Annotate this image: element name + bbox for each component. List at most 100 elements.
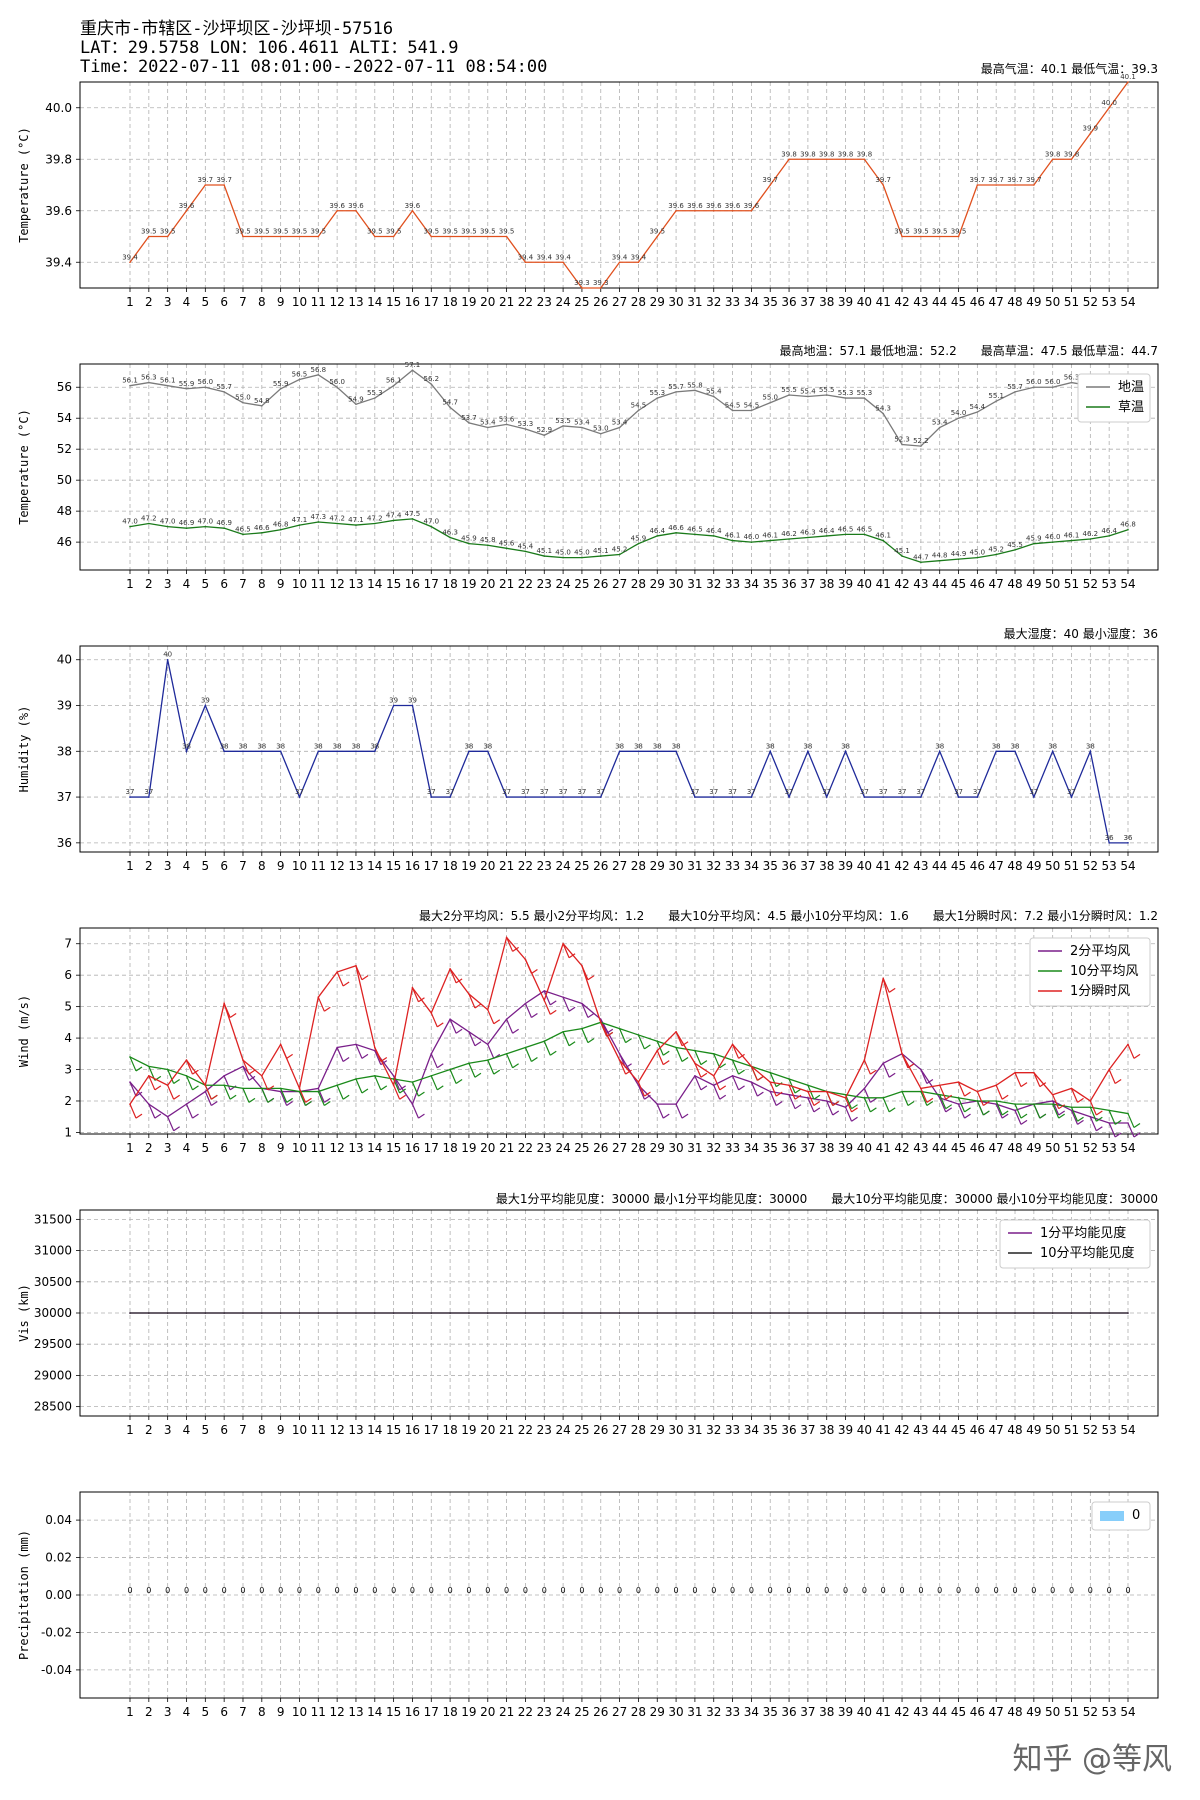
- x-tick-label: 4: [183, 295, 191, 309]
- wind-barb-flag: [1039, 1113, 1047, 1119]
- x-tick-label: 36: [781, 1423, 796, 1437]
- x-tick-label: 3: [164, 859, 172, 873]
- data-label: 38: [766, 742, 775, 750]
- data-point: [807, 750, 809, 753]
- x-tick-label: 24: [555, 295, 570, 309]
- data-point: [825, 394, 828, 396]
- x-tick-label: 43: [913, 859, 928, 873]
- y-tick-label: 30500: [34, 1275, 72, 1289]
- data-point: [411, 518, 414, 520]
- x-tick-label: 10: [292, 577, 307, 591]
- data-label: 39.5: [649, 228, 665, 236]
- x-tick-label: 35: [763, 295, 778, 309]
- x-tick-label: 41: [876, 1141, 891, 1155]
- x-tick-label: 27: [612, 577, 627, 591]
- legend-label: 10分平均风: [1070, 964, 1139, 979]
- data-label: 39.5: [423, 228, 439, 236]
- data-point: [1070, 796, 1073, 798]
- data-label: 45.0: [555, 549, 571, 557]
- plot-frame: [79, 1209, 1159, 1417]
- data-label: 38: [276, 742, 285, 750]
- wind-barb-shaft: [732, 1059, 740, 1075]
- wind-barb-shaft: [901, 1053, 909, 1069]
- data-point: [166, 384, 169, 387]
- x-tick-label: 15: [386, 1141, 401, 1155]
- data-label: 38: [653, 742, 662, 750]
- data-point: [618, 750, 621, 753]
- data-label: 55.3: [857, 389, 873, 397]
- data-label: 0: [1012, 1586, 1017, 1595]
- x-tick-label: 20: [480, 1423, 495, 1437]
- wind-barb-flag: [399, 1088, 406, 1094]
- wind-barb-shaft: [1033, 1103, 1041, 1119]
- x-tick-label: 12: [329, 1423, 344, 1437]
- x-tick-label: 27: [612, 1141, 627, 1155]
- wind-barb-shaft: [619, 1059, 627, 1075]
- x-tick-label: 24: [555, 1141, 570, 1155]
- x-tick-label: 38: [819, 577, 834, 591]
- data-point: [242, 235, 244, 238]
- data-label: 37: [954, 788, 963, 796]
- x-tick-label: 38: [819, 1705, 834, 1719]
- data-label: 0: [899, 1586, 904, 1595]
- data-point: [825, 1312, 828, 1314]
- chart-0: 1 2 3 4 5 6 7 8 9 10 11 12 13 14 15 16 17 18 19 20 21 22 23 24 2…: [17, 73, 1159, 309]
- data-label: 47.0: [423, 518, 439, 526]
- data-point: [223, 184, 225, 186]
- data-label: 39.5: [311, 228, 327, 236]
- data-point: [468, 750, 470, 753]
- x-tick-label: 13: [348, 1141, 363, 1155]
- x-tick-label: 32: [706, 1423, 721, 1437]
- y-tick-label: 2: [64, 1094, 72, 1108]
- data-label: 0: [692, 1586, 697, 1595]
- data-label: 55.5: [781, 386, 797, 394]
- wind-barb-shaft: [675, 1103, 683, 1119]
- legend-swatch: [1100, 1511, 1124, 1521]
- data-label: 56.3: [1064, 374, 1080, 382]
- data-label: 53.7: [461, 414, 477, 422]
- x-tick-label: 16: [405, 1705, 420, 1719]
- data-point: [1033, 796, 1035, 798]
- data-label: 0: [222, 1586, 227, 1595]
- wind-barb-shaft: [449, 968, 457, 984]
- chart-1: 1 2 3 4 5 6 7 8 9 10 11 12 13 14 15 16 17 18 19 20 21 22 23 24 2…: [17, 361, 1159, 591]
- wind-barb-flag: [794, 1088, 802, 1094]
- x-tick-label: 16: [405, 577, 420, 591]
- data-label: 39.5: [386, 228, 402, 236]
- wind-barb-shaft: [1052, 1094, 1060, 1109]
- wind-barb-flag: [832, 1101, 840, 1107]
- wind-barb-flag: [813, 1107, 821, 1113]
- wind-barb-shaft: [788, 1094, 796, 1109]
- x-tick-label: 31: [687, 577, 702, 591]
- data-label: 39.3: [593, 279, 609, 287]
- x-tick-label: 34: [744, 1705, 759, 1719]
- data-label: 47.0: [122, 518, 138, 526]
- data-label: 0: [1050, 1586, 1055, 1595]
- data-point: [581, 1312, 583, 1314]
- wind-barb-shaft: [223, 1075, 231, 1091]
- x-tick-label: 10: [292, 1423, 307, 1437]
- data-point: [505, 547, 508, 550]
- data-point: [166, 658, 169, 661]
- y-tick-label: 39.4: [45, 255, 72, 269]
- wind-barb-flag: [399, 1094, 406, 1100]
- legend-label: 2分平均风: [1070, 944, 1130, 959]
- x-tick-label: 5: [202, 577, 210, 591]
- data-point: [298, 235, 301, 238]
- x-tick-label: 40: [857, 1423, 872, 1437]
- x-tick-label: 32: [706, 1141, 721, 1155]
- wind-barb-shaft: [769, 1072, 777, 1087]
- data-label: 52.2: [913, 437, 929, 445]
- data-label: 47.0: [198, 518, 214, 526]
- x-tick-label: 15: [386, 859, 401, 873]
- x-tick-label: 17: [424, 1141, 439, 1155]
- x-tick-label: 33: [725, 577, 740, 591]
- wind-barb-flag: [851, 1116, 858, 1122]
- data-point: [486, 235, 489, 238]
- wind-barb-shaft: [1127, 1044, 1135, 1059]
- wind-barb-flag: [662, 1050, 670, 1056]
- data-label: 46.0: [744, 533, 760, 541]
- data-label: 0: [862, 1586, 867, 1595]
- x-tick-label: 45: [951, 1423, 966, 1437]
- legend-box: [1029, 937, 1151, 1007]
